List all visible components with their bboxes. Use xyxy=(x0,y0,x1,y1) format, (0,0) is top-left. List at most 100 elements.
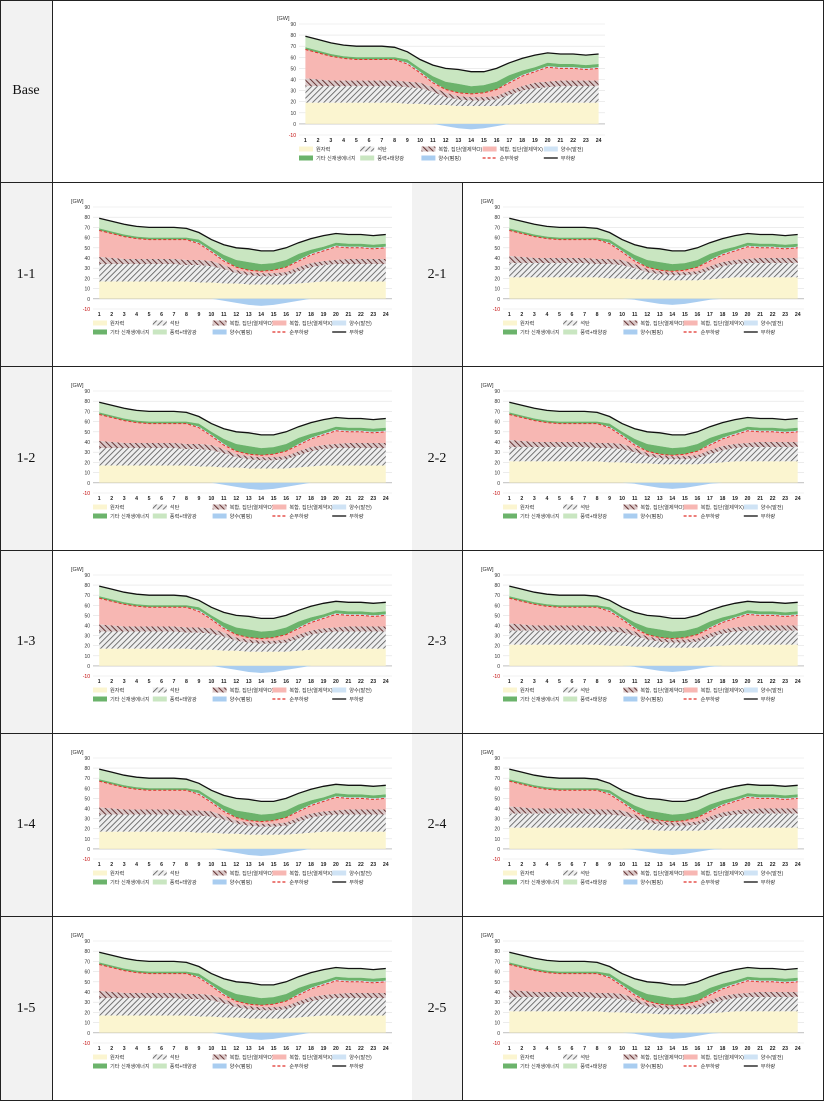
legend-label: 양수(펌핑) xyxy=(230,328,253,336)
legend-label: 양수(발전) xyxy=(761,319,784,327)
y-tick-label: 0 xyxy=(497,1031,500,1037)
y-tick-label: 0 xyxy=(87,1031,90,1037)
legend-label: 양수(발전) xyxy=(349,869,372,877)
x-tick-label: 11 xyxy=(221,496,227,502)
legend-swatch xyxy=(563,504,578,510)
scenario-row: 1-1 [GW] -10 0 10 20 30 40 50 60 70 80 90 1 2 3 4 5 6 7 8 9 10… xyxy=(0,183,824,367)
x-tick-label: 18 xyxy=(308,1046,314,1052)
legend-swatch xyxy=(332,1054,347,1060)
legend-swatch xyxy=(623,696,638,702)
legend-swatch xyxy=(212,879,227,885)
y-tick-label: 30 xyxy=(84,450,90,456)
x-tick-label: 8 xyxy=(596,862,599,868)
x-tick-label: 1 xyxy=(98,1046,101,1052)
area-combined-cycle-constrained xyxy=(99,624,386,644)
x-tick-label: 12 xyxy=(233,312,239,318)
x-tick-label: 20 xyxy=(333,496,339,502)
x-tick-label: 20 xyxy=(745,496,751,502)
x-tick-label: 3 xyxy=(533,862,536,868)
x-tick-label: 19 xyxy=(732,862,738,868)
series-net-load xyxy=(99,230,386,272)
x-tick-label: 18 xyxy=(720,312,726,318)
y-unit-label: [GW] xyxy=(277,16,290,22)
legend-swatch xyxy=(93,696,107,702)
area-wind-solar xyxy=(99,952,386,999)
legend-swatch xyxy=(743,687,758,693)
legend-label: 부하량 xyxy=(761,1062,776,1070)
legend-swatch xyxy=(563,320,578,326)
scenario-chart-cell: [GW] -10 0 10 20 30 40 50 60 70 80 90 1 2 3 4 5 6 7 8 9 10 11 1… xyxy=(463,183,824,366)
legend-swatch xyxy=(743,504,758,510)
area-nuclear xyxy=(99,281,386,299)
legend-label: 복합, 집단(열제약X) xyxy=(701,1053,744,1061)
area-pump-load xyxy=(99,848,386,856)
x-tick-label: 1 xyxy=(508,1046,511,1052)
y-tick-label: 70 xyxy=(290,44,296,50)
area-wind-solar xyxy=(509,402,798,449)
x-tick-label: 21 xyxy=(346,679,352,685)
x-tick-label: 8 xyxy=(596,679,599,685)
x-tick-label: 14 xyxy=(669,1046,675,1052)
area-coal xyxy=(99,814,386,835)
x-tick-label: 14 xyxy=(669,496,675,502)
y-tick-label: 10 xyxy=(84,287,90,293)
legend-label: 양수(발전) xyxy=(761,686,784,694)
legend-swatch xyxy=(623,320,638,326)
scenario-chart-wrapper: [GW] -10 0 10 20 30 40 50 60 70 80 90 1 2 3 4 5 6 7 8 9 10 11 1… xyxy=(473,193,812,362)
x-tick-label: 9 xyxy=(197,862,200,868)
x-tick-label: 15 xyxy=(481,138,487,144)
series-load xyxy=(305,35,599,73)
legend-swatch xyxy=(152,696,167,702)
legend-label: 순부하량 xyxy=(289,1062,308,1070)
y-tick-label: -10 xyxy=(493,1041,500,1047)
area-pump-load xyxy=(305,123,599,130)
legend-label: 양수(발전) xyxy=(761,503,784,511)
x-tick-label: 20 xyxy=(745,1046,751,1052)
x-tick-label: 12 xyxy=(644,1046,650,1052)
x-tick-label: 1 xyxy=(98,312,101,318)
y-tick-label: -10 xyxy=(493,674,500,680)
legend-swatch xyxy=(272,687,287,693)
legend-label: 기타 신재생에너지 xyxy=(110,878,150,886)
series-net-load xyxy=(99,414,386,456)
legend-swatch xyxy=(421,146,436,152)
series-load xyxy=(99,401,386,436)
scenario-chart-wrapper: [GW] -10 0 10 20 30 40 50 60 70 80 90 1 2 3 4 5 6 7 8 9 10 11 1… xyxy=(473,927,812,1096)
legend-swatch xyxy=(93,879,107,885)
legend-swatch xyxy=(623,329,638,335)
x-tick-label: 12 xyxy=(644,312,650,318)
legend-swatch xyxy=(332,870,347,876)
legend-label: 원자력 xyxy=(110,503,125,511)
x-tick-label: 5 xyxy=(558,862,561,868)
legend-label: 복합, 집단(열제약X) xyxy=(289,319,332,327)
x-tick-label: 7 xyxy=(583,312,586,318)
legend-swatch xyxy=(743,1054,758,1060)
legend-label: 복합, 집단(열제약O) xyxy=(640,1053,684,1061)
y-tick-label: 60 xyxy=(494,603,500,609)
y-unit-label: [GW] xyxy=(481,933,494,939)
area-other-renewables xyxy=(305,47,599,94)
y-tick-label: 50 xyxy=(494,613,500,619)
scenario-row: 1-3 [GW] -10 0 10 20 30 40 50 60 70 80 90 1 2 3 4 5 6 7 8 9 10… xyxy=(0,551,824,734)
x-tick-label: 22 xyxy=(770,679,776,685)
x-tick-label: 20 xyxy=(745,312,751,318)
x-tick-label: 3 xyxy=(533,679,536,685)
x-tick-label: 17 xyxy=(707,312,713,318)
legend-swatch xyxy=(152,329,167,335)
legend-label: 석탄 xyxy=(580,686,590,694)
legend-label: 복합, 집단(열제약O) xyxy=(230,686,274,694)
x-tick-label: 12 xyxy=(233,1046,239,1052)
legend-swatch xyxy=(683,687,698,693)
x-tick-label: 14 xyxy=(258,862,264,868)
x-tick-label: 15 xyxy=(271,496,277,502)
legend-swatch xyxy=(272,1054,287,1060)
y-tick-label: 40 xyxy=(494,440,500,446)
legend-label: 석탄 xyxy=(580,1053,590,1061)
legend-label: 양수(발전) xyxy=(349,686,372,694)
x-tick-label: 16 xyxy=(695,679,701,685)
x-tick-label: 11 xyxy=(632,862,638,868)
legend-label: 원자력 xyxy=(110,869,125,877)
y-tick-label: 0 xyxy=(87,664,90,670)
